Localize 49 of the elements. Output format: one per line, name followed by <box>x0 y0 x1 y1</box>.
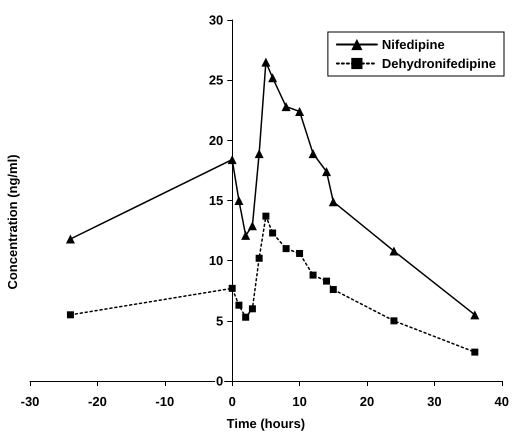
point <box>389 246 398 256</box>
legend-label: Nifedipine <box>382 37 445 52</box>
y-tick-label: 20 <box>208 132 224 148</box>
point <box>228 155 237 164</box>
y-tick-label: 30 <box>208 12 224 28</box>
x-tick-label: 30 <box>427 394 442 409</box>
point <box>322 167 332 176</box>
point <box>66 311 74 318</box>
point <box>66 234 75 244</box>
y-tick-label: 0 <box>216 374 224 388</box>
x-axis-title: Time (hours) <box>226 416 306 431</box>
x-tick-label: -10 <box>155 394 174 409</box>
point <box>269 229 276 236</box>
point <box>471 348 478 356</box>
point <box>308 149 318 158</box>
x-tick-label: -30 <box>20 394 40 409</box>
x-tick-label: 0 <box>228 394 236 409</box>
point <box>330 286 337 294</box>
point <box>261 58 270 67</box>
x-tick-label: 20 <box>360 394 374 409</box>
legend-label: Dehydronifedipine <box>382 56 496 71</box>
point <box>282 245 290 252</box>
point <box>256 254 263 262</box>
y-tick-label: 5 <box>216 313 224 328</box>
y-axis-title: Concentration (ng/ml) <box>5 154 20 290</box>
x-tick-label: 40 <box>494 394 510 409</box>
x-tick-label: -20 <box>88 394 107 409</box>
point <box>310 272 317 279</box>
point <box>248 305 256 312</box>
point <box>228 284 236 292</box>
point <box>262 212 270 220</box>
point <box>323 278 330 285</box>
y-tick-label: 10 <box>208 253 224 268</box>
point <box>254 149 264 158</box>
point <box>235 302 242 309</box>
point <box>390 317 398 324</box>
point <box>328 197 338 206</box>
point <box>234 196 244 205</box>
x-tick-label: 10 <box>292 394 307 409</box>
point <box>241 230 250 240</box>
point <box>296 250 304 257</box>
point <box>470 310 480 320</box>
point <box>268 73 278 82</box>
point <box>242 314 250 321</box>
point <box>295 106 304 116</box>
y-tick-label: 25 <box>208 72 224 88</box>
point <box>248 221 257 230</box>
y-tick-label: 15 <box>208 193 224 208</box>
point <box>282 102 291 112</box>
